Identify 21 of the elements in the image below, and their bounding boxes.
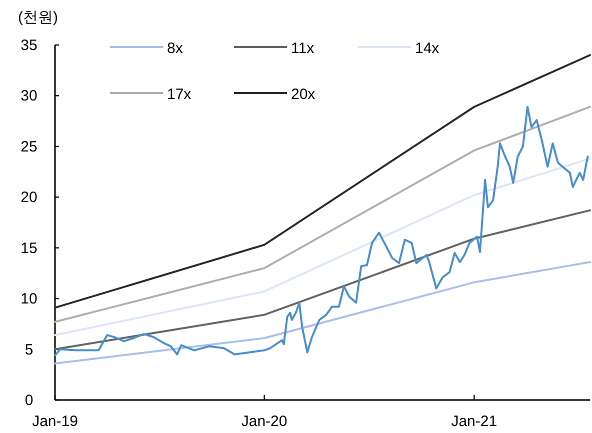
x-tick-label: Jan-19 [32, 413, 78, 430]
y-tick-label: 35 [20, 37, 38, 54]
legend-label: 8x [167, 40, 184, 57]
y-tick-label: 30 [20, 88, 38, 105]
y-axis-title: (천원) [18, 9, 58, 26]
line-series [54, 54, 591, 309]
legend-label: 14x [415, 40, 440, 57]
x-tick-label: Jan-21 [451, 413, 498, 430]
legend-label: 11x [291, 40, 315, 57]
line-series [54, 158, 591, 336]
line-series [54, 261, 591, 364]
y-tick-label: 20 [20, 189, 38, 206]
y-tick-label: 0 [24, 392, 34, 409]
y-tick-label: 15 [20, 240, 38, 257]
y-tick-label: 10 [20, 290, 38, 308]
legend-label: 17x [167, 86, 192, 103]
x-tick-label: Jan-20 [241, 413, 288, 430]
legend-label: 20x [291, 86, 316, 103]
y-tick-label: 25 [20, 138, 38, 156]
y-tick-label: 5 [24, 341, 34, 358]
line-series [54, 209, 591, 350]
